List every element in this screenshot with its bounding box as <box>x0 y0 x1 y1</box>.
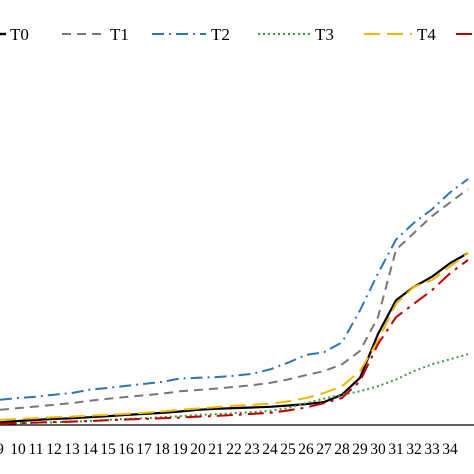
x-tick-label: 15 <box>100 441 116 458</box>
series-line-2 <box>0 178 469 401</box>
x-tick-label: 9 <box>0 441 4 458</box>
x-tick-label: 32 <box>406 441 422 458</box>
x-tick-label: 12 <box>46 441 62 458</box>
x-tick-labels: 9 10 11 12 13 14 15 16 17 18 19 20 21 22 23 24 25 26 27 28 2… <box>0 441 458 458</box>
series-line-4 <box>0 252 469 421</box>
legend-label-0: T0 <box>10 25 29 44</box>
x-tick-label: 26 <box>298 441 314 458</box>
chart-legend: T0 T1 T2 T3 T4 <box>0 25 474 44</box>
legend-label-1: T1 <box>110 25 129 44</box>
legend-label-2: T2 <box>211 25 230 44</box>
plot-area: 9 10 11 12 13 14 15 16 17 18 19 20 21 22 23 24 25 26 27 28 2… <box>0 178 474 458</box>
x-tick-label: 25 <box>280 441 296 458</box>
x-tick-label: 24 <box>262 441 278 458</box>
x-tick-label: 11 <box>29 441 44 458</box>
series-line-5 <box>0 259 469 425</box>
legend-label-4: T4 <box>417 25 436 44</box>
x-tick-label: 23 <box>244 441 260 458</box>
x-tick-label: 20 <box>190 441 206 458</box>
x-tick-label: 13 <box>64 441 80 458</box>
x-tick-label: 27 <box>316 441 332 458</box>
x-tick-label: 34 <box>442 441 458 458</box>
x-tick-label: 33 <box>424 441 440 458</box>
series-line-3 <box>0 353 469 425</box>
legend-label-3: T3 <box>315 25 334 44</box>
x-tick-label: 22 <box>226 441 242 458</box>
series-lines <box>0 178 469 425</box>
x-tick-label: 29 <box>352 441 368 458</box>
x-tick-label: 10 <box>10 441 26 458</box>
x-tick-label: 16 <box>118 441 134 458</box>
series-line-0 <box>0 252 469 424</box>
series-line-1 <box>0 188 469 411</box>
x-tick-label: 31 <box>388 441 404 458</box>
x-tick-label: 30 <box>370 441 386 458</box>
x-tick-label: 17 <box>136 441 152 458</box>
x-tick-label: 21 <box>208 441 224 458</box>
x-tick-label: 14 <box>82 441 98 458</box>
x-tick-label: 28 <box>334 441 350 458</box>
x-tick-label: 19 <box>172 441 188 458</box>
x-tick-label: 18 <box>154 441 170 458</box>
